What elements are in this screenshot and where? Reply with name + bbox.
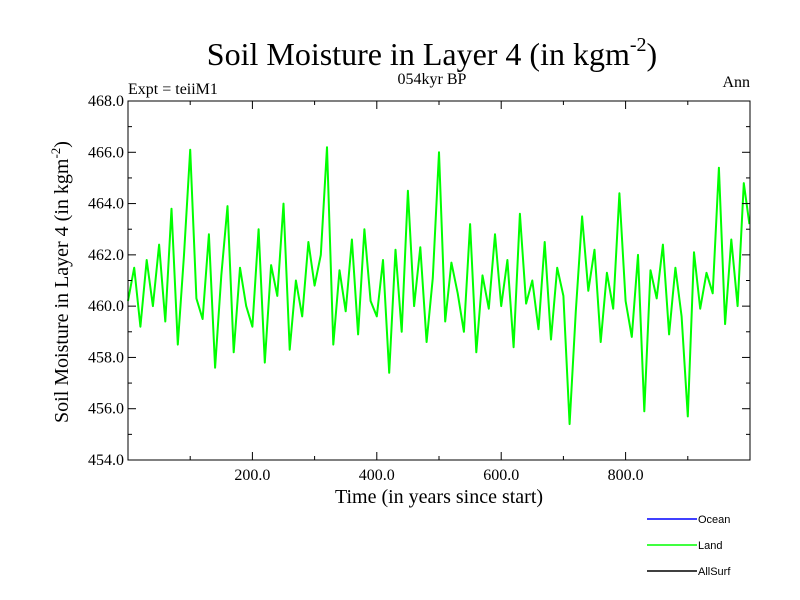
plot-area: 200.0 400.0 600.0 800.0 454.0 456.0 458.0 460.0… bbox=[88, 93, 751, 484]
series-layer bbox=[127, 146, 751, 426]
season-label: Ann bbox=[722, 74, 750, 91]
y-tick-label: 458.0 bbox=[88, 349, 124, 366]
y-tick-label: 456.0 bbox=[88, 401, 124, 418]
legend-label-allsurf: AllSurf bbox=[698, 566, 731, 578]
x-axis-label: Time (in years since start) bbox=[335, 486, 543, 508]
legend-label-land: Land bbox=[698, 540, 722, 552]
x-tick-label: 600.0 bbox=[483, 467, 519, 484]
y-axis-label: Soil Moisture in Layer 4 (in kgm-2) bbox=[48, 141, 73, 423]
legend: Ocean Land AllSurf bbox=[647, 514, 731, 578]
x-tick-label: 800.0 bbox=[608, 467, 644, 484]
chart-subtitle: 054kyr BP bbox=[398, 71, 467, 88]
chart-title-superscript: -2 bbox=[630, 34, 647, 56]
y-tick-label: 466.0 bbox=[88, 144, 124, 161]
chart-title-main: Soil Moisture in Layer 4 (in kgm bbox=[207, 36, 630, 72]
y-tick-label: 464.0 bbox=[88, 196, 124, 213]
y-tick-label: 462.0 bbox=[88, 247, 124, 264]
y-tick-label: 460.0 bbox=[88, 298, 124, 315]
legend-label-ocean: Ocean bbox=[698, 514, 730, 526]
y-tick-label: 468.0 bbox=[88, 93, 124, 110]
y-axis-label-superscript: -2 bbox=[48, 148, 63, 159]
chart-title-close: ) bbox=[647, 36, 658, 72]
axis-layer: 200.0 400.0 600.0 800.0 454.0 456.0 458.0 460.0… bbox=[88, 93, 750, 484]
series-line-land bbox=[127, 146, 751, 426]
x-tick-label: 400.0 bbox=[359, 467, 395, 484]
chart-title: Soil Moisture in Layer 4 (in kgm-2) bbox=[207, 34, 657, 72]
x-tick-label: 200.0 bbox=[234, 467, 270, 484]
y-axis-label-close: ) bbox=[51, 141, 73, 148]
y-tick-label: 454.0 bbox=[88, 452, 124, 469]
y-axis-label-main: Soil Moisture in Layer 4 (in kgm bbox=[51, 158, 73, 423]
experiment-label: Expt = teiiM1 bbox=[128, 81, 218, 98]
